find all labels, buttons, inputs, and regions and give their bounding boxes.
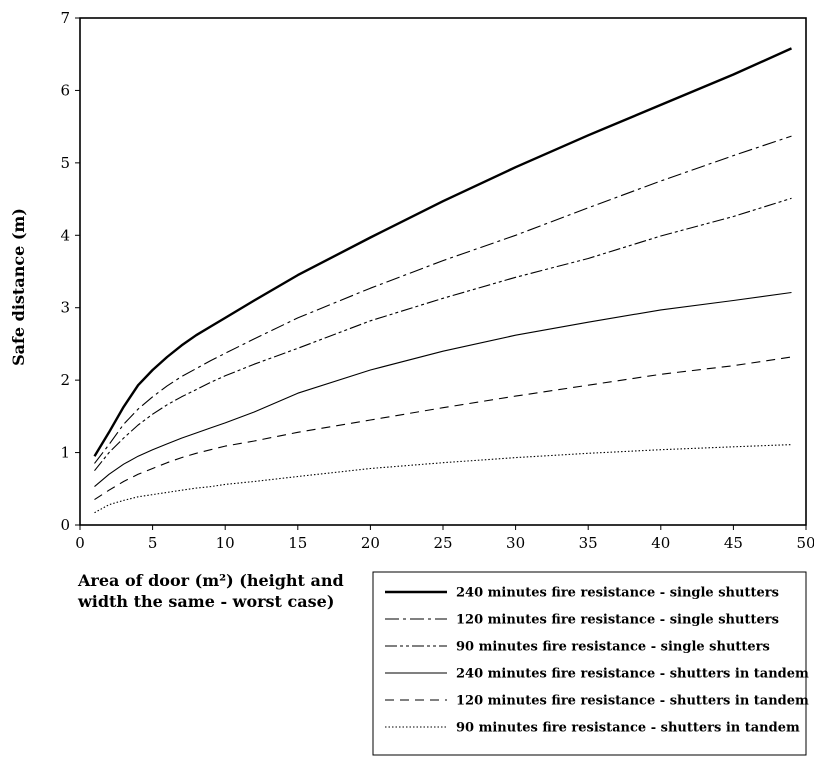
x-tick-label: 50 — [796, 534, 814, 552]
x-tick-label: 40 — [651, 534, 670, 552]
legend-label-3: 90 minutes fire resistance - single shut… — [456, 640, 770, 655]
x-tick-label: 35 — [579, 534, 598, 552]
x-tick-label: 45 — [724, 534, 743, 552]
series-line-6 — [94, 444, 792, 514]
series-line-5 — [94, 356, 792, 501]
legend-label-1: 240 minutes fire resistance - single shu… — [456, 586, 779, 601]
y-tick-label: 7 — [60, 9, 70, 27]
legend-label-6: 90 minutes fire resistance - shutters in… — [456, 721, 800, 736]
series-line-1 — [93, 47, 792, 457]
y-tick-label: 0 — [60, 516, 70, 534]
x-axis-title-line-1: Area of door (m²) (height and — [77, 571, 344, 590]
legend-label-2: 120 minutes fire resistance - single shu… — [456, 613, 779, 628]
series-group — [93, 47, 792, 514]
legend-label-4: 240 minutes fire resistance - shutters i… — [456, 667, 809, 682]
plot-frame — [79, 17, 807, 526]
x-axis-title-line-2: width the same - worst case) — [77, 592, 334, 611]
plot-area — [79, 17, 807, 526]
y-tick-label: 2 — [60, 371, 70, 389]
y-tick-label: 1 — [60, 444, 70, 462]
legend-label-5: 120 minutes fire resistance - shutters i… — [456, 694, 809, 709]
y-tick-label: 3 — [60, 299, 70, 317]
legend: 240 minutes fire resistance - single shu… — [372, 571, 809, 756]
legend-box — [372, 571, 807, 756]
x-tick-label: 20 — [361, 534, 380, 552]
x-tick-label: 30 — [506, 534, 525, 552]
series-line-4 — [94, 291, 792, 488]
y-tick-label: 5 — [60, 154, 70, 172]
series-line-2 — [94, 135, 792, 464]
x-tick-label: 0 — [75, 534, 85, 552]
y-tick-label: 6 — [60, 81, 70, 99]
y-axis-title: Safe distance (m) — [9, 208, 28, 366]
x-tick-label: 25 — [433, 534, 452, 552]
x-tick-label: 5 — [148, 534, 158, 552]
x-tick-label: 10 — [216, 534, 235, 552]
series-line-3 — [94, 197, 792, 472]
y-tick-label: 4 — [60, 226, 70, 244]
x-tick-label: 15 — [288, 534, 307, 552]
